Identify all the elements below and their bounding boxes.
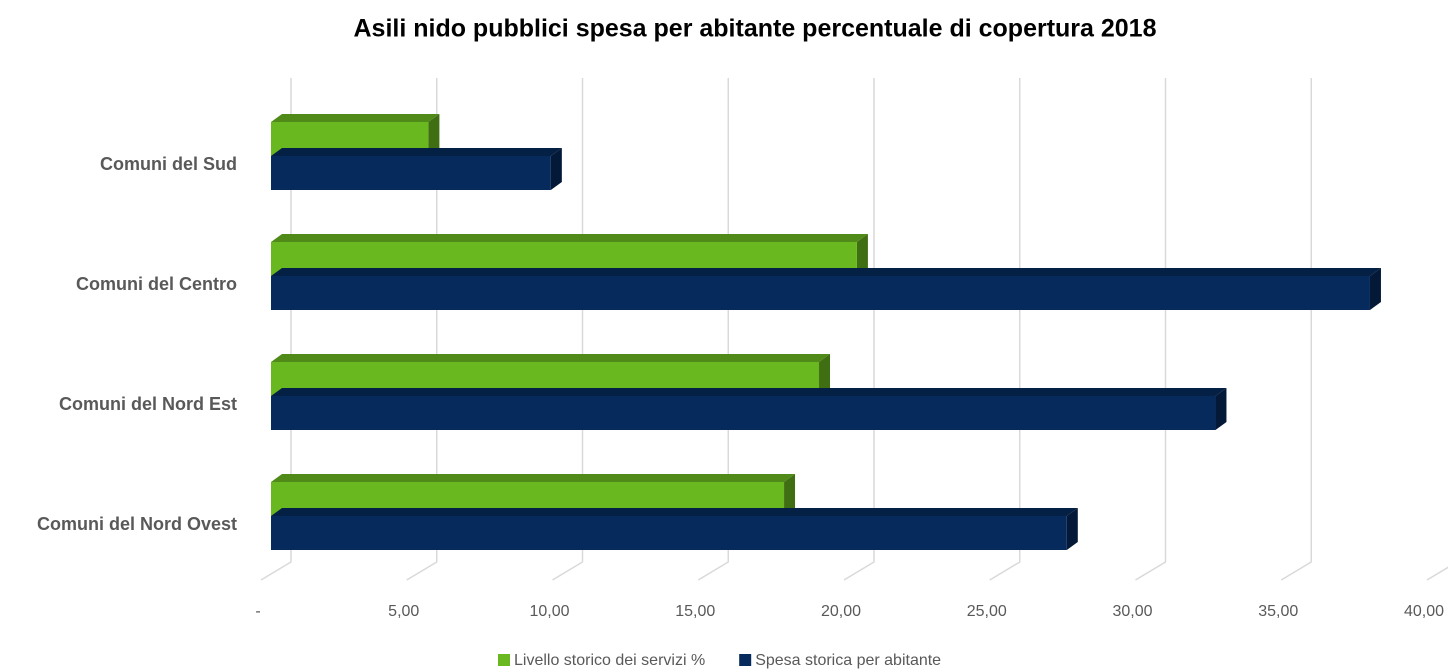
category-label: Comuni del Nord Ovest bbox=[37, 514, 237, 534]
grid-line bbox=[843, 78, 875, 581]
x-tick-label: 25,00 bbox=[967, 603, 1007, 620]
bar-face bbox=[1066, 508, 1078, 550]
x-tick-label: 10,00 bbox=[529, 603, 569, 620]
grid-line bbox=[1426, 566, 1448, 581]
grid-line bbox=[1280, 78, 1312, 581]
bar bbox=[271, 268, 1381, 310]
bar-face bbox=[1369, 268, 1381, 310]
bar-face bbox=[784, 474, 796, 516]
grid-line bbox=[1135, 78, 1167, 581]
bar-face bbox=[271, 268, 1381, 276]
bar-face bbox=[271, 276, 1370, 310]
bar-face bbox=[271, 516, 1067, 550]
category-label: Comuni del Centro bbox=[76, 274, 237, 294]
x-tick-label: 15,00 bbox=[675, 603, 715, 620]
x-tick-label: - bbox=[255, 603, 260, 620]
x-tick-label: 5,00 bbox=[388, 603, 419, 620]
bar bbox=[271, 388, 1227, 430]
legend-label: Livello storico dei servizi % bbox=[514, 652, 705, 669]
bar-face bbox=[271, 148, 562, 156]
bar-face bbox=[428, 114, 440, 156]
x-tick-label: 40,00 bbox=[1404, 603, 1444, 620]
bar bbox=[271, 508, 1078, 550]
category-label: Comuni del Nord Est bbox=[59, 394, 237, 414]
bar-face bbox=[271, 396, 1216, 430]
bar-face bbox=[856, 234, 868, 276]
bar-face bbox=[550, 148, 562, 190]
bar-face bbox=[271, 156, 551, 190]
bar-face bbox=[271, 114, 440, 122]
category-label: Comuni del Sud bbox=[100, 154, 237, 174]
legend-swatch bbox=[498, 654, 510, 666]
x-tick-label: 35,00 bbox=[1258, 603, 1298, 620]
bar-face bbox=[819, 354, 831, 396]
bar-face bbox=[271, 388, 1227, 396]
grid-line bbox=[989, 78, 1021, 581]
bar-face bbox=[1215, 388, 1227, 430]
legend-swatch bbox=[739, 654, 752, 666]
bar-face bbox=[271, 234, 868, 242]
x-tick-label: 30,00 bbox=[1112, 603, 1152, 620]
bar bbox=[271, 148, 562, 190]
bar-face bbox=[271, 354, 831, 362]
bar-face bbox=[271, 508, 1078, 516]
x-tick-label: 20,00 bbox=[821, 603, 861, 620]
legend-label: Spesa storica per abitante bbox=[755, 652, 941, 669]
bar-face bbox=[271, 474, 796, 482]
chart-title: Asili nido pubblici spesa per abitante p… bbox=[353, 15, 1156, 43]
